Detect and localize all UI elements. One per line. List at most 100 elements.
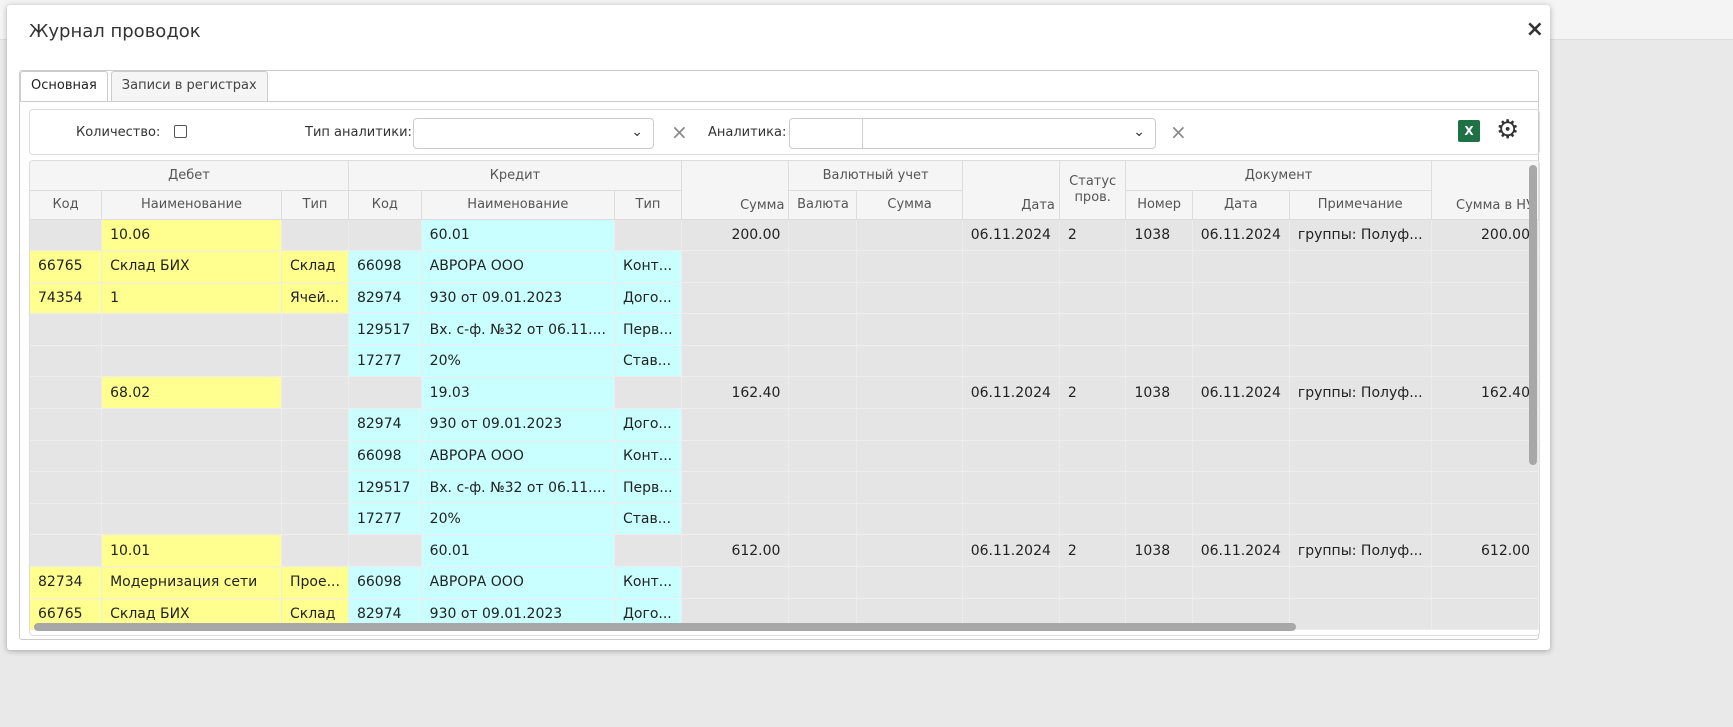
header-doc-date[interactable]: Дата [1192,190,1290,220]
cell-debit-type [281,471,349,504]
close-icon[interactable]: × [1525,17,1544,42]
table-row[interactable]: 66098 АВРОРА ООО Конт... [30,440,1539,473]
cell-credit-name: АВРОРА ООО [421,250,615,283]
header-credit-type[interactable]: Тип [614,190,682,220]
header-currency-sum[interactable]: Сумма [856,190,963,220]
cell-sum-nu [1431,408,1539,441]
cell-doc-number: 1038 [1125,219,1193,252]
cell-sum [681,345,790,378]
table-row[interactable]: 10.01 60.01 612.00 06.11.2024 2 1038 06.11.202… [30,534,1539,568]
cell-currency [788,219,858,252]
horizontal-scrollbar[interactable] [34,623,1296,631]
header-debit-code[interactable]: Код [30,190,103,220]
cell-credit-type: Став... [614,345,682,378]
cell-credit-code [348,219,422,252]
header-debit-type[interactable]: Тип [281,190,349,220]
cell-status [1059,250,1127,283]
table-row[interactable]: 82974 930 от 09.01.2023 Дого... [30,408,1539,441]
cell-status: 2 [1059,534,1127,568]
analytic-code-input[interactable] [789,118,863,149]
cell-status: 2 [1059,376,1127,410]
cell-sum [681,440,790,473]
cell-sum-nu [1431,440,1539,473]
cell-credit-type [614,376,682,410]
cell-credit-code: 82974 [348,282,422,315]
cell-debit-type [281,376,349,410]
table-row[interactable]: 129517 Вх. с-ф. №32 от 06.11.... Перв... [30,471,1539,504]
cell-debit-type: Прое... [281,566,349,599]
table-row[interactable]: 66765 Склад БИХ Склад 66098 АВРОРА ООО Конт..… [30,250,1539,283]
quantity-label: Количество: [76,125,161,140]
cell-sum [681,566,790,599]
clear-analytic-icon[interactable]: × [1170,120,1187,144]
table-row[interactable]: 17277 20% Став... [30,345,1539,378]
vertical-scrollbar[interactable] [1529,165,1537,465]
header-status[interactable]: Статус пров. [1059,161,1127,220]
table-row[interactable]: 17277 20% Став... [30,503,1539,536]
header-debit-name[interactable]: Наименование [101,190,282,220]
cell-doc-number [1125,345,1193,378]
gear-icon[interactable]: ⚙ [1496,115,1520,145]
cell-credit-name: 19.03 [421,376,615,410]
cell-credit-code: 66098 [348,566,422,599]
analytic-select[interactable]: ⌄ [862,118,1156,149]
cell-debit-code [30,534,103,568]
cell-debit-code [30,440,103,473]
cell-doc-note [1289,598,1432,631]
cell-doc-note [1289,282,1432,315]
excel-export-icon[interactable]: X [1458,120,1480,142]
cell-debit-type [281,408,349,441]
cell-currency [788,534,858,568]
cell-sum-nu [1431,598,1539,631]
table-row[interactable]: 10.06 60.01 200.00 06.11.2024 2 1038 06.11.202… [30,219,1539,252]
header-credit-code[interactable]: Код [348,190,422,220]
cell-doc-number [1125,408,1193,441]
cell-debit-type: Склад [281,250,349,283]
header-sum-nu[interactable]: Сумма в НУ [1431,161,1539,220]
cell-credit-type: Дого... [614,282,682,315]
cell-credit-code: 82974 [348,408,422,441]
cell-credit-name: Вх. с-ф. №32 от 06.11.... [421,471,615,504]
header-doc-number[interactable]: Номер [1125,190,1193,220]
cell-currency [788,503,858,536]
cell-doc-date [1192,345,1290,378]
cell-credit-code [348,534,422,568]
table-row[interactable]: 68.02 19.03 162.40 06.11.2024 2 1038 06.11.202… [30,376,1539,410]
cell-credit-name: 60.01 [421,534,615,568]
cell-currency-sum [856,376,963,410]
table-row[interactable]: 129517 Вх. с-ф. №32 от 06.11.... Перв... [30,313,1539,346]
header-doc-note[interactable]: Примечание [1289,190,1432,220]
table-row[interactable]: 82734 Модернизация сети Прое... 66098 АВРОРА… [30,566,1539,599]
clear-analytic-type-icon[interactable]: × [671,120,688,144]
cell-currency [788,250,858,283]
cell-debit-name: 1 [101,282,282,315]
header-credit-name[interactable]: Наименование [421,190,615,220]
header-date[interactable]: Дата [962,161,1060,220]
journal-dialog: Журнал проводок × Основная Записи в реги… [7,5,1550,650]
cell-date [962,440,1060,473]
header-currency-code[interactable]: Валюта [788,190,858,220]
cell-currency [788,408,858,441]
cell-date [962,282,1060,315]
cell-doc-date [1192,440,1290,473]
analytic-type-select[interactable]: ⌄ [413,118,654,149]
cell-debit-code [30,313,103,346]
quantity-checkbox[interactable] [174,125,187,138]
cell-sum-nu [1431,566,1539,599]
cell-debit-type: Ячей... [281,282,349,315]
cell-currency-sum [856,566,963,599]
cell-date [962,566,1060,599]
cell-currency-sum [856,219,963,252]
cell-doc-note [1289,250,1432,283]
table-row[interactable]: 74354 1 Ячей... 82974 930 от 09.01.2023 Дого.… [30,282,1539,315]
tab-main[interactable]: Основная [20,71,108,101]
cell-currency [788,282,858,315]
tab-registers[interactable]: Записи в регистрах [110,71,268,101]
cell-credit-code [348,376,422,410]
cell-doc-note [1289,345,1432,378]
header-sum[interactable]: Сумма [681,161,790,220]
cell-credit-name: 930 от 09.01.2023 [421,282,615,315]
cell-doc-date: 06.11.2024 [1192,534,1290,568]
cell-credit-name: АВРОРА ООО [421,566,615,599]
header-credit: Кредит [348,161,682,191]
